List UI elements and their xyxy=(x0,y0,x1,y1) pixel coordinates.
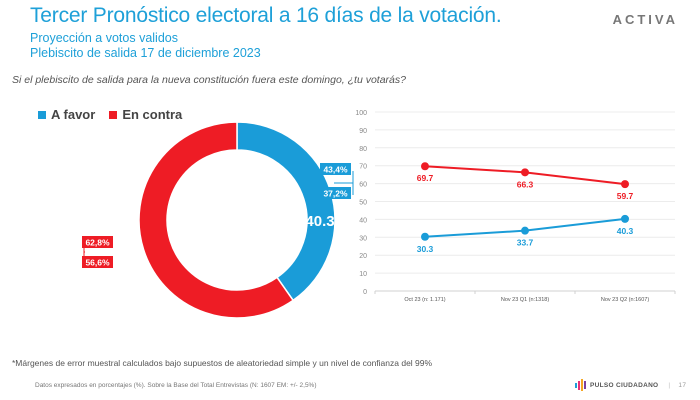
donut-slice-contra xyxy=(138,121,295,319)
y-tick-label: 0 xyxy=(363,289,367,296)
y-tick-label: 30 xyxy=(359,235,367,242)
legend-item-favor: A favor xyxy=(38,107,95,122)
data-point xyxy=(521,168,529,177)
data-label: 33.7 xyxy=(517,238,534,248)
data-label: 59.7 xyxy=(617,191,634,201)
x-tick-label: Nov 23 Q1 (n:1318) xyxy=(501,297,549,303)
range-low-favor: 37,2% xyxy=(323,189,348,199)
y-tick-label: 80 xyxy=(359,146,367,153)
survey-question: Si el plebiscito de salida para la nueva… xyxy=(12,74,406,86)
range-box-contra xyxy=(82,256,113,268)
data-point xyxy=(521,226,529,235)
footer-brand-name: PULSO CIUDADANO xyxy=(590,381,659,389)
y-tick-label: 90 xyxy=(359,128,367,135)
data-point xyxy=(421,232,429,241)
donut-label-favor: 40.3 xyxy=(305,213,334,230)
data-label: 30.3 xyxy=(417,244,434,254)
legend-swatch-favor xyxy=(38,110,46,119)
y-tick-label: 70 xyxy=(359,164,367,171)
pulso-logo-icon xyxy=(575,379,586,391)
range-box-favor xyxy=(320,163,351,175)
donut-chart: 40.359.7 43,4%37,2%62,8%56,6% xyxy=(72,121,354,319)
range-low-contra: 56,6% xyxy=(85,258,110,268)
range-box-favor xyxy=(320,187,351,199)
data-point xyxy=(621,180,629,189)
x-tick-label: Oct 23 (n: 1.171) xyxy=(404,297,445,303)
page-subtitle: Proyección a votos validos xyxy=(30,31,178,45)
line-chart: 0 10 20 30 40 50 60 70 80 90 100 Oct 23 (n: 1.171)… xyxy=(355,110,676,303)
range-box-contra xyxy=(82,236,113,248)
footnote: *Márgenes de error muestral calculados b… xyxy=(12,358,433,368)
data-label: 69.7 xyxy=(417,173,434,183)
page-subtitle-date: Plebiscito de salida 17 de diciembre 202… xyxy=(30,46,261,60)
source-note: Datos expresados en porcentajes (%). Sob… xyxy=(35,382,317,389)
data-point xyxy=(421,162,429,171)
y-tick-label: 20 xyxy=(359,253,367,260)
brand-logo: ACTIVA xyxy=(612,12,678,27)
data-label: 66.3 xyxy=(517,179,534,189)
legend-swatch-contra xyxy=(109,110,118,119)
page-title: Tercer Pronóstico electoral a 16 días de… xyxy=(30,4,502,27)
legend-label: A favor xyxy=(51,107,96,122)
y-tick-label: 40 xyxy=(359,217,367,224)
y-tick-label: 60 xyxy=(359,182,367,189)
legend-item-contra: En contra xyxy=(109,107,182,122)
y-tick-label: 100 xyxy=(355,110,367,117)
donut-slice-favor xyxy=(236,121,336,302)
chart-legend: A favor En contra xyxy=(38,107,182,122)
legend-label: En contra xyxy=(122,107,183,122)
footer-separator: | xyxy=(668,381,671,389)
y-tick-label: 50 xyxy=(359,200,367,207)
y-tick-label: 10 xyxy=(359,271,367,278)
footer-brand: PULSO CIUDADANO | 17 xyxy=(575,379,686,391)
data-point xyxy=(621,214,629,223)
page-number: 17 xyxy=(678,381,687,389)
range-high-contra: 62,8% xyxy=(85,238,110,248)
data-label: 40.3 xyxy=(617,226,634,236)
range-high-favor: 43,4% xyxy=(323,165,348,175)
x-tick-label: Nov 23 Q2 (n:1607) xyxy=(601,297,649,303)
